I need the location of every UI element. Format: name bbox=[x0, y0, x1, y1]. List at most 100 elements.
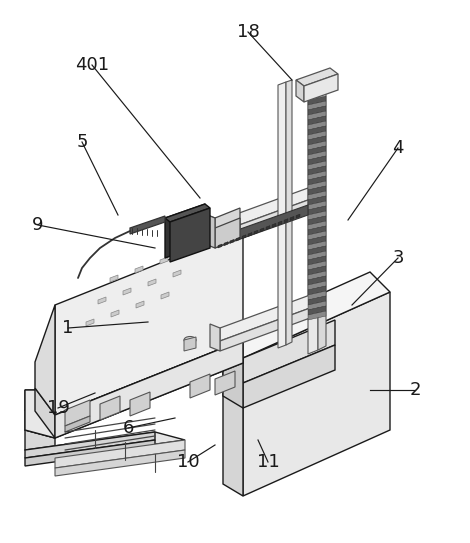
Polygon shape bbox=[25, 440, 155, 466]
Polygon shape bbox=[290, 217, 294, 220]
Polygon shape bbox=[65, 416, 90, 432]
Polygon shape bbox=[308, 131, 326, 140]
Polygon shape bbox=[170, 208, 210, 262]
Polygon shape bbox=[215, 371, 235, 395]
Polygon shape bbox=[223, 346, 243, 496]
Text: 10: 10 bbox=[177, 453, 199, 471]
Polygon shape bbox=[25, 390, 55, 438]
Polygon shape bbox=[308, 171, 326, 180]
Polygon shape bbox=[98, 297, 106, 304]
Polygon shape bbox=[242, 235, 246, 239]
Polygon shape bbox=[308, 86, 318, 354]
Text: 9: 9 bbox=[32, 216, 44, 234]
Polygon shape bbox=[318, 82, 326, 350]
Text: 11: 11 bbox=[257, 453, 279, 471]
Polygon shape bbox=[308, 211, 326, 220]
Polygon shape bbox=[223, 272, 390, 358]
Polygon shape bbox=[308, 281, 326, 290]
Polygon shape bbox=[308, 141, 326, 150]
Text: 2: 2 bbox=[409, 381, 421, 399]
Polygon shape bbox=[55, 440, 185, 468]
Polygon shape bbox=[296, 80, 304, 102]
Polygon shape bbox=[308, 266, 326, 275]
Polygon shape bbox=[308, 176, 326, 185]
Polygon shape bbox=[248, 232, 252, 237]
Polygon shape bbox=[148, 279, 156, 286]
Polygon shape bbox=[86, 319, 94, 326]
Polygon shape bbox=[130, 216, 165, 234]
Polygon shape bbox=[220, 188, 308, 232]
Polygon shape bbox=[308, 166, 326, 175]
Polygon shape bbox=[236, 237, 240, 241]
Polygon shape bbox=[220, 308, 310, 351]
Polygon shape bbox=[210, 324, 220, 351]
Polygon shape bbox=[35, 305, 55, 415]
Polygon shape bbox=[296, 68, 338, 86]
Polygon shape bbox=[215, 205, 308, 248]
Polygon shape bbox=[308, 261, 326, 270]
Polygon shape bbox=[243, 345, 335, 408]
Polygon shape bbox=[278, 221, 282, 225]
Polygon shape bbox=[308, 196, 326, 205]
Polygon shape bbox=[185, 248, 193, 255]
Polygon shape bbox=[308, 121, 326, 130]
Text: 4: 4 bbox=[392, 139, 404, 157]
Polygon shape bbox=[286, 80, 292, 345]
Polygon shape bbox=[161, 292, 169, 299]
Polygon shape bbox=[55, 230, 243, 415]
Polygon shape bbox=[308, 191, 326, 200]
Polygon shape bbox=[65, 400, 90, 426]
Polygon shape bbox=[111, 310, 119, 317]
Polygon shape bbox=[308, 116, 326, 125]
Polygon shape bbox=[308, 161, 326, 170]
Polygon shape bbox=[123, 288, 131, 295]
Polygon shape bbox=[308, 296, 326, 305]
Polygon shape bbox=[215, 218, 240, 248]
Text: 401: 401 bbox=[75, 56, 109, 74]
Polygon shape bbox=[284, 219, 288, 223]
Polygon shape bbox=[25, 432, 185, 458]
Polygon shape bbox=[308, 241, 326, 250]
Polygon shape bbox=[220, 295, 310, 341]
Polygon shape bbox=[308, 301, 326, 310]
Ellipse shape bbox=[184, 337, 196, 344]
Polygon shape bbox=[173, 270, 181, 277]
Polygon shape bbox=[308, 96, 326, 105]
Polygon shape bbox=[308, 256, 326, 265]
Polygon shape bbox=[308, 286, 326, 295]
Polygon shape bbox=[55, 450, 185, 476]
Polygon shape bbox=[25, 432, 155, 458]
Polygon shape bbox=[266, 225, 270, 230]
Polygon shape bbox=[254, 230, 258, 234]
Polygon shape bbox=[165, 204, 210, 222]
Polygon shape bbox=[272, 223, 276, 228]
Polygon shape bbox=[308, 276, 326, 285]
Text: 3: 3 bbox=[392, 249, 404, 267]
Text: 18: 18 bbox=[236, 23, 259, 41]
Polygon shape bbox=[223, 346, 243, 408]
Polygon shape bbox=[308, 156, 326, 165]
Polygon shape bbox=[308, 291, 326, 300]
Polygon shape bbox=[308, 201, 326, 210]
Polygon shape bbox=[100, 396, 120, 420]
Polygon shape bbox=[308, 306, 326, 315]
Polygon shape bbox=[308, 221, 326, 230]
Polygon shape bbox=[308, 246, 326, 255]
Text: 19: 19 bbox=[47, 399, 70, 417]
Polygon shape bbox=[308, 106, 326, 115]
Polygon shape bbox=[308, 311, 326, 320]
Polygon shape bbox=[308, 231, 326, 240]
Polygon shape bbox=[165, 204, 205, 258]
Polygon shape bbox=[308, 146, 326, 155]
Polygon shape bbox=[243, 292, 390, 496]
Polygon shape bbox=[205, 214, 215, 248]
Polygon shape bbox=[260, 228, 264, 232]
Polygon shape bbox=[308, 206, 326, 215]
Polygon shape bbox=[130, 392, 150, 416]
Polygon shape bbox=[308, 271, 326, 280]
Polygon shape bbox=[304, 74, 338, 102]
Polygon shape bbox=[230, 239, 234, 243]
Polygon shape bbox=[308, 226, 326, 235]
Polygon shape bbox=[224, 242, 228, 245]
Polygon shape bbox=[308, 111, 326, 120]
